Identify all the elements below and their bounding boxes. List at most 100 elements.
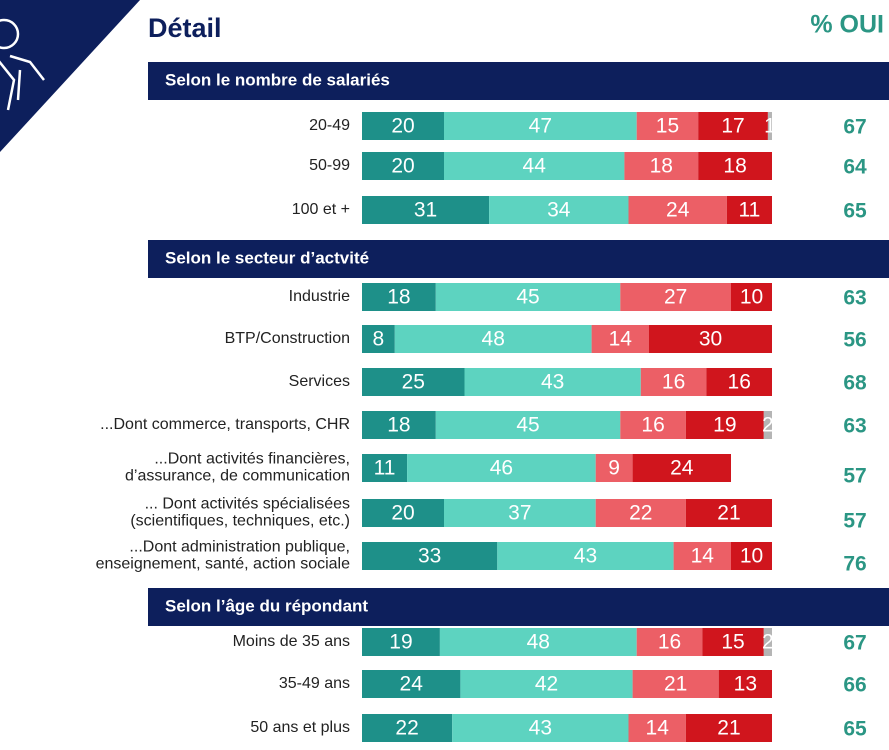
oui-value: 65 <box>843 200 867 223</box>
bar-segment <box>685 499 772 527</box>
segment-label: 48 <box>482 328 505 351</box>
segment-label: 16 <box>728 371 751 394</box>
segment-label: 37 <box>508 502 531 525</box>
segment-label: 22 <box>395 717 418 740</box>
segment-label: 45 <box>516 286 539 309</box>
segment-label: 19 <box>713 414 736 437</box>
segment-label: 10 <box>740 545 763 568</box>
corner-decoration <box>0 0 140 152</box>
oui-value: 63 <box>843 287 866 310</box>
bar-segment <box>731 542 772 570</box>
segment-label: 33 <box>418 545 441 568</box>
bar-segment <box>628 196 727 224</box>
oui-value: 57 <box>843 465 866 488</box>
segment-label: 24 <box>670 457 694 480</box>
bar-segment <box>718 670 772 698</box>
row-label: Services <box>289 373 350 390</box>
segment-label: 30 <box>699 328 722 351</box>
group-header: Selon l’âge du répondant <box>165 596 368 615</box>
group-header-band <box>148 240 889 278</box>
oui-value: 67 <box>843 116 866 139</box>
row-label: 35-49 ans <box>279 675 350 692</box>
row-label: 20-49 <box>309 117 350 134</box>
segment-label: 48 <box>527 631 550 654</box>
segment-label: 17 <box>721 115 744 138</box>
bar-segment <box>362 628 440 656</box>
oui-value: 66 <box>843 674 866 697</box>
segment-label: 1 <box>764 115 776 138</box>
segment-label: 16 <box>641 414 664 437</box>
segment-label: 13 <box>734 673 757 696</box>
segment-label: 20 <box>391 115 414 138</box>
bar-segment <box>439 628 637 656</box>
segment-label: 11 <box>374 457 396 480</box>
bar-segment <box>362 112 444 140</box>
bar-segment <box>640 368 707 396</box>
bar-segment <box>362 196 490 224</box>
segment-label: 18 <box>723 155 746 178</box>
row-label: BTP/Construction <box>225 330 350 347</box>
oui-value: 68 <box>843 372 867 395</box>
segment-label: 24 <box>400 673 424 696</box>
row-label: ...Dont administration publique, <box>129 539 350 556</box>
bar-segment <box>435 411 621 439</box>
segment-label: 18 <box>387 414 410 437</box>
segment-label: 14 <box>691 545 715 568</box>
bar-segment <box>489 196 629 224</box>
segment-label: 45 <box>516 414 539 437</box>
row-label: ...Dont commerce, transports, CHR <box>100 416 350 433</box>
row-label: 50 ans et plus <box>250 719 350 736</box>
segment-label: 15 <box>721 631 744 654</box>
oui-value: 76 <box>843 553 866 576</box>
row-label: Moins de 35 ans <box>233 633 350 650</box>
segment-label: 16 <box>658 631 681 654</box>
segment-label: 24 <box>666 199 690 222</box>
segment-label: 31 <box>414 199 437 222</box>
bar-segment <box>632 454 731 482</box>
chart-title: Détail <box>148 13 222 43</box>
segment-label: 25 <box>402 371 425 394</box>
bar-segment <box>636 112 699 140</box>
bar-segment <box>407 454 596 482</box>
bar-segment <box>460 670 633 698</box>
bar-segment <box>763 628 772 656</box>
bar-segment <box>731 283 772 311</box>
group-header-band <box>148 62 889 100</box>
segment-label: 42 <box>535 673 558 696</box>
segment-label: 43 <box>541 371 564 394</box>
row-label: 100 et + <box>292 201 350 218</box>
bar-segment <box>452 714 629 742</box>
bar-segment <box>685 714 772 742</box>
segment-label: 19 <box>389 631 412 654</box>
segment-label: 20 <box>391 155 414 178</box>
bar-segment <box>595 499 686 527</box>
bar-segment <box>763 411 772 439</box>
segment-label: 43 <box>529 717 552 740</box>
segment-label: 18 <box>650 155 673 178</box>
bar-segment <box>685 411 764 439</box>
segment-label: 21 <box>717 717 740 740</box>
oui-value: 56 <box>843 329 866 352</box>
bar-segment <box>464 368 641 396</box>
row-label: Industrie <box>289 288 350 305</box>
segment-label: 14 <box>646 717 670 740</box>
segment-label: 14 <box>609 328 633 351</box>
segment-label: 16 <box>662 371 685 394</box>
segment-label: 21 <box>664 673 687 696</box>
group-header-band <box>148 588 889 626</box>
bar-segment <box>362 325 395 353</box>
segment-label: 11 <box>739 199 761 222</box>
bar-segment <box>636 628 703 656</box>
segment-label: 8 <box>373 328 385 351</box>
bar-segment <box>624 152 699 180</box>
bar-segment <box>698 112 768 140</box>
bar-segment <box>444 112 637 140</box>
segment-label: 15 <box>656 115 679 138</box>
segment-label: 22 <box>629 502 652 525</box>
bar-segment <box>702 628 764 656</box>
bar-segment <box>726 196 772 224</box>
bar-segment <box>444 499 596 527</box>
bar-segment <box>362 152 444 180</box>
row-label: ...Dont activités financières, <box>154 451 350 468</box>
group-header: Selon le nombre de salariés <box>165 70 390 89</box>
